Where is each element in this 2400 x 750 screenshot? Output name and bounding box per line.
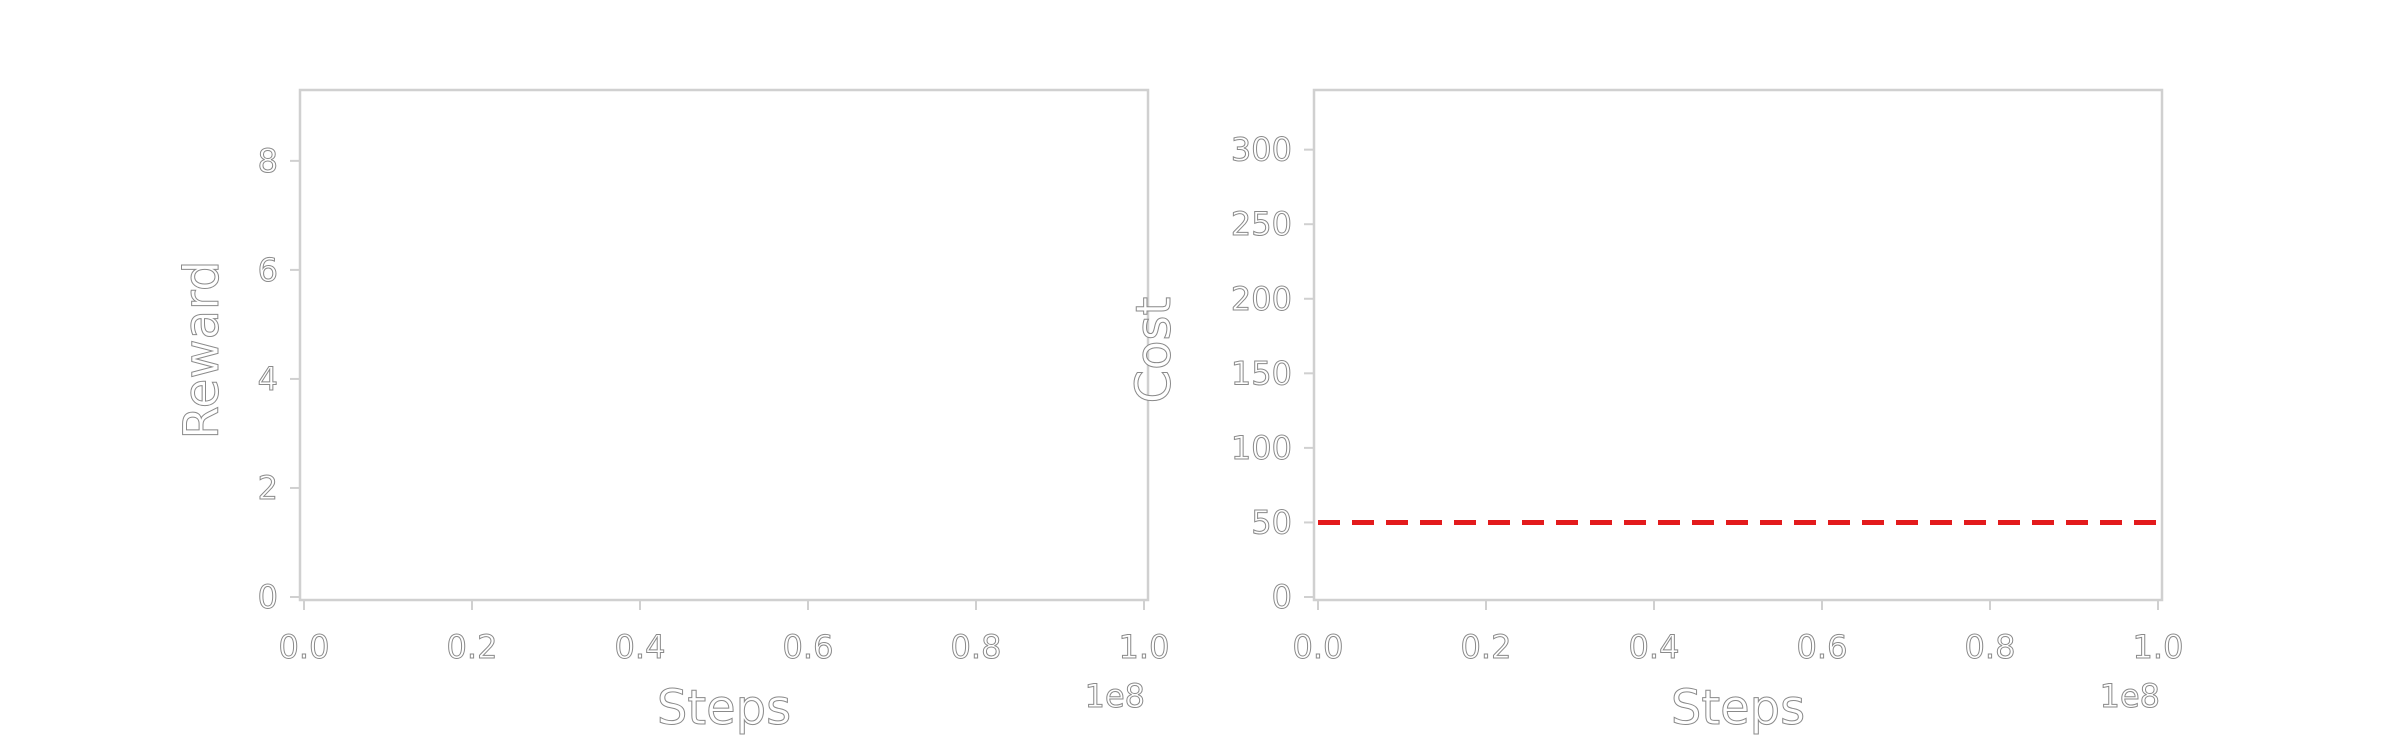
reward-y-tick-label: 4 <box>258 360 278 398</box>
cost-x-axis-label: Steps <box>1671 680 1805 736</box>
cost-x-tick-label: 0.6 <box>1797 628 1848 666</box>
reward-y-ticks: 0 2 4 6 8 <box>257 141 300 617</box>
reward-y-tick-label: 6 <box>258 251 278 289</box>
cost-y-tick-label: 250 <box>1231 205 1292 243</box>
reward-y-tick-label: 8 <box>258 142 278 180</box>
cost-y-tick-label: 100 <box>1231 429 1292 467</box>
cost-plot-frame <box>1312 88 2164 602</box>
reward-x-tick-label: 0.8 <box>951 628 1002 666</box>
reward-y-tick-label: 2 <box>258 469 278 507</box>
cost-y-tick-label: 50 <box>1251 503 1292 541</box>
reward-plot-frame <box>298 88 1150 602</box>
reward-x-tick-label: 0.6 <box>783 628 834 666</box>
cost-y-tick-label: 200 <box>1231 280 1292 318</box>
reward-x-tick-label: 0.0 <box>279 628 330 666</box>
cost-x-tick-label: 0.0 <box>1293 628 1344 666</box>
reward-x-offset-label: 1e8 <box>1085 677 1145 715</box>
cost-panel: 0 50 100 150 200 250 300 0.0 0.2 0.4 0.6 0.8 1.0 St… <box>1126 88 2184 737</box>
reward-panel: 0 2 4 6 8 0.0 0.2 0.4 0.6 0.8 1.0 Steps Reward 1e… <box>174 88 1170 737</box>
cost-x-ticks: 0.0 0.2 0.4 0.6 0.8 1.0 <box>1292 600 2184 667</box>
cost-y-axis-label: Cost <box>1126 297 1182 404</box>
cost-x-tick-label: 1.0 <box>2133 628 2184 666</box>
cost-y-tick-label: 0 <box>1272 578 1292 616</box>
reward-x-ticks: 0.0 0.2 0.4 0.6 0.8 1.0 <box>278 600 1170 667</box>
reward-x-axis-label: Steps <box>657 680 791 736</box>
cost-y-tick-label: 150 <box>1231 354 1292 392</box>
cost-y-ticks: 0 50 100 150 200 250 300 <box>1230 130 1314 617</box>
cost-x-tick-label: 0.4 <box>1629 628 1680 666</box>
cost-x-tick-label: 0.8 <box>1965 628 2016 666</box>
reward-x-tick-label: 1.0 <box>1119 628 1170 666</box>
reward-y-axis-label: Reward <box>174 261 230 440</box>
cost-x-tick-label: 0.2 <box>1461 628 1512 666</box>
reward-x-tick-label: 0.4 <box>615 628 666 666</box>
reward-x-tick-label: 0.2 <box>447 628 498 666</box>
cost-y-tick-label: 300 <box>1231 131 1292 169</box>
reward-y-tick-label: 0 <box>258 578 278 616</box>
cost-x-offset-label: 1e8 <box>2100 677 2160 715</box>
